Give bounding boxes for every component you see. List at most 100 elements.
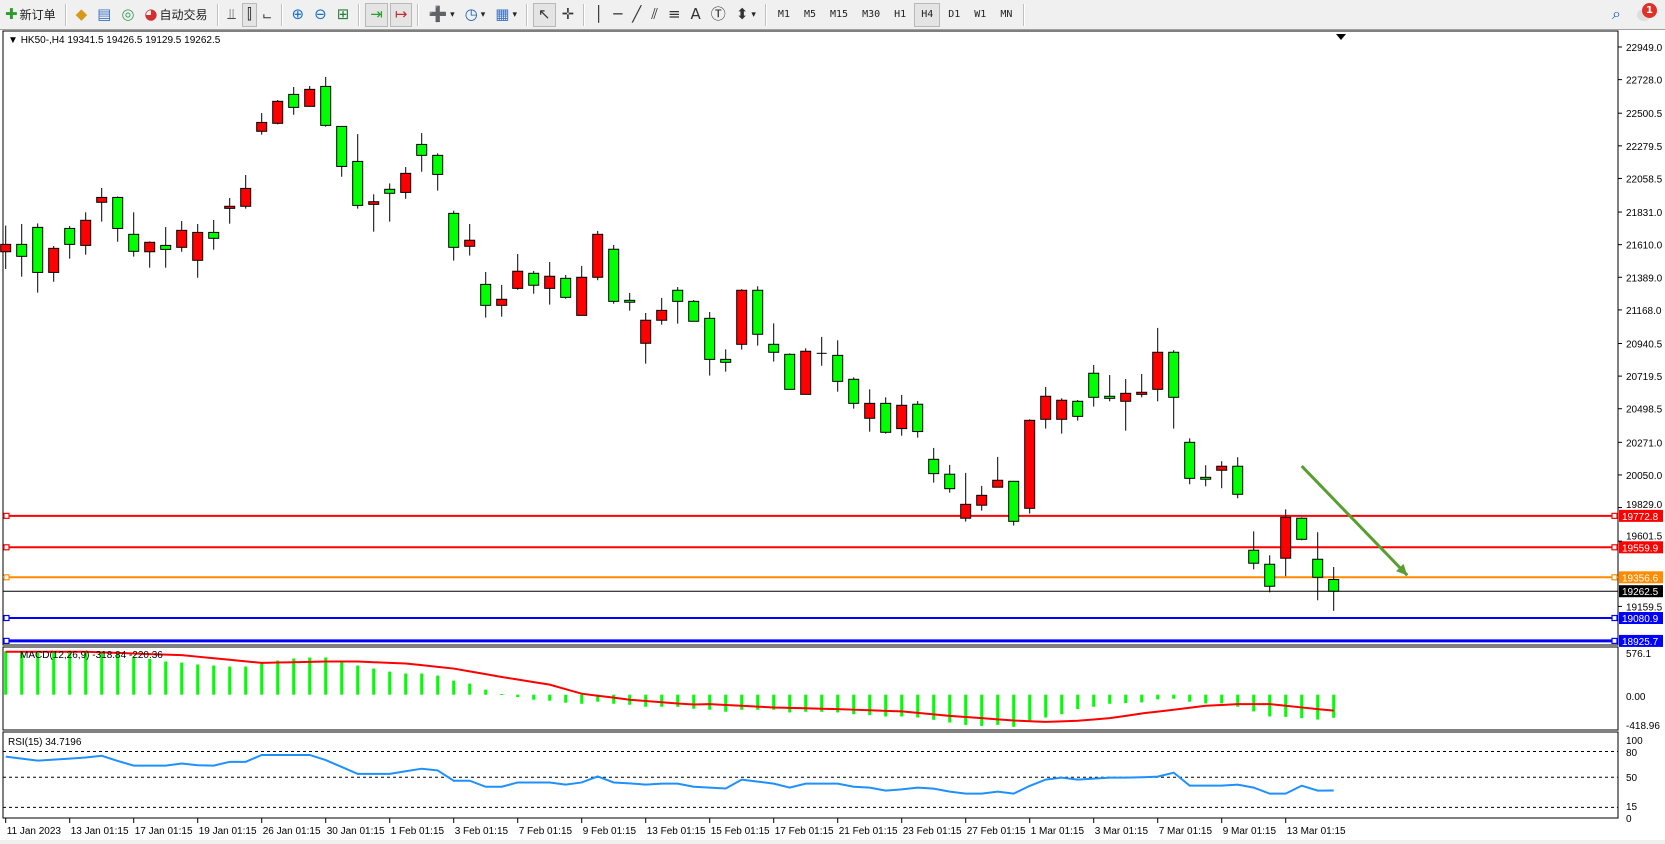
line-handle-left[interactable] [3, 512, 10, 519]
line-handle-right[interactable] [1611, 614, 1618, 622]
equidistant-channel-button[interactable]: ⫽ [647, 3, 662, 27]
timeframe-h4[interactable]: H4 [914, 2, 941, 27]
trend-arrow[interactable] [1300, 465, 1409, 577]
candle-body [976, 494, 988, 506]
candle-body [752, 289, 764, 335]
candle-body [1104, 395, 1116, 399]
market-watch-button[interactable]: ◆ [72, 3, 92, 27]
chevron-down-icon[interactable]: ▾ [480, 9, 486, 20]
search-icon[interactable]: ⌕ [1612, 4, 1621, 23]
line-handle-left[interactable] [3, 637, 10, 645]
candle-body [448, 212, 460, 248]
line-handle-left[interactable] [3, 544, 10, 551]
candle-body [400, 172, 412, 193]
time-axis-label: 7 Mar 01:15 [1159, 826, 1213, 837]
macd-histogram-bar [852, 694, 856, 715]
macd-histogram-bar [1268, 694, 1272, 717]
crosshair-button[interactable]: ✛ [558, 3, 579, 27]
chevron-down-icon[interactable]: ▾ [450, 9, 455, 20]
candle-body [1296, 517, 1308, 540]
line-handle-right[interactable] [1611, 544, 1618, 551]
header-dropdown-icon: ▼ [8, 35, 21, 46]
timeframe-w1[interactable]: W1 [974, 9, 987, 20]
chart-shift-button[interactable]: ⇥ [365, 2, 388, 27]
price-label-box [1619, 571, 1663, 584]
line-handle-left[interactable] [3, 614, 10, 622]
macd-histogram-bar [1108, 694, 1112, 704]
time-axis-label: 17 Jan 01:15 [135, 826, 193, 837]
timeframe-d1[interactable]: D1 [948, 9, 961, 20]
candle-body [64, 227, 76, 245]
candle [1152, 327, 1164, 402]
candle [1088, 364, 1100, 407]
timeframe-m30[interactable]: M30 [862, 9, 881, 20]
text-label-button[interactable]: Ⓣ [707, 3, 730, 27]
candle [16, 223, 28, 277]
candle-body [736, 289, 748, 345]
timeframe-m5[interactable]: M5 [803, 9, 817, 20]
cursor-button[interactable]: ↖ [533, 2, 556, 27]
macd-histogram-bar [1204, 694, 1208, 704]
chart-shift-marker-icon[interactable] [1336, 34, 1346, 40]
templates-button[interactable]: ▦ ▾ [491, 3, 521, 27]
line-handle-right[interactable] [1611, 512, 1618, 519]
timeframe-h1[interactable]: H1 [894, 9, 907, 20]
macd-histogram-bar [1316, 694, 1320, 720]
indicators-button[interactable]: ➕ ▾ [424, 3, 458, 27]
bar-chart-button[interactable]: ⫫ [224, 3, 240, 27]
autotrading-icon: ◕ [144, 5, 158, 23]
time-axis-label: 1 Mar 01:15 [1031, 826, 1085, 837]
candle-body [608, 248, 620, 302]
trendline-button[interactable]: ╱ [628, 3, 645, 27]
zoom-out-button[interactable]: ⊖ [310, 3, 331, 27]
macd-histogram-bar [612, 694, 616, 704]
toolbar-items: ✚ 新订单 ◆ ▤ ◎ ◕ 自动交易 ⫫ ⫿ ⨽ ⊕ ⊖ ⊞ ⇥ ↦ ➕ ▾ ◷ ▾ ▦ ▾ ↖ ✛ │ ─ ╱ ⫽ ≡ A Ⓣ ⬍ ▾ [0, 2, 771, 27]
fibonacci-button[interactable]: ≡ [664, 3, 685, 27]
line-handle-right[interactable] [1611, 574, 1618, 581]
candle [368, 194, 380, 232]
timeframe-m1[interactable]: M1 [777, 9, 790, 20]
chart-header: ▼ HK50-,H4 19341.5 19426.5 19129.5 19262… [8, 35, 221, 46]
candle-body [640, 319, 652, 344]
navigator-button[interactable]: ◎ [117, 3, 138, 27]
price-axis-label: 20719.5 [1626, 372, 1663, 383]
line-handle-left[interactable] [3, 574, 10, 581]
data-window-button[interactable]: ▤ [93, 3, 115, 27]
macd-histogram-bar [196, 664, 200, 695]
time-axis-label: 17 Feb 01:15 [775, 826, 834, 837]
time-axis-label: 3 Mar 01:15 [1095, 826, 1149, 837]
candlestick-chart-button[interactable]: ⫿ [241, 2, 257, 27]
vertical-line-icon: │ [594, 5, 604, 23]
toolbar-separator [526, 3, 528, 26]
zoom-in-button[interactable]: ⊕ [288, 3, 309, 27]
toolbar-button-label: 自动交易 [159, 8, 208, 22]
timeframe-mn[interactable]: MN [1000, 9, 1013, 20]
line-handle-right[interactable] [1611, 637, 1618, 645]
candle-body [32, 226, 44, 273]
macd-histogram-bar [660, 694, 664, 707]
macd-histogram-bar [772, 694, 776, 710]
toolbar-separator [280, 3, 283, 26]
price-axis-label: 22500.5 [1626, 109, 1663, 120]
new-order-button[interactable]: ✚ 新订单 [1, 3, 60, 27]
macd-histogram-bar [836, 694, 840, 713]
horizontal-line-button[interactable]: ─ [609, 3, 626, 27]
macd-histogram-bar [68, 652, 72, 695]
macd-histogram-bar [500, 694, 504, 696]
text-button[interactable]: A [687, 3, 705, 27]
toolbar-separator [216, 3, 219, 26]
macd-histogram-bar [676, 694, 680, 707]
candle-body [1056, 399, 1068, 420]
tile-windows-button[interactable]: ⊞ [333, 3, 354, 27]
chevron-down-icon[interactable]: ▾ [512, 9, 517, 20]
arrows-button[interactable]: ⬍ ▾ [732, 3, 760, 27]
periods-clock-button[interactable]: ◷ ▾ [461, 3, 490, 27]
timeframe-m15[interactable]: M15 [830, 9, 849, 20]
notifications-button[interactable]: 1 [1635, 3, 1657, 25]
auto-scroll-button[interactable]: ↦ [389, 2, 413, 27]
line-chart-button[interactable]: ⨽ [259, 3, 276, 27]
chevron-down-icon[interactable]: ▾ [751, 9, 756, 20]
autotrading-button[interactable]: ◕ 自动交易 [140, 3, 211, 27]
vertical-line-button[interactable]: │ [590, 3, 607, 27]
